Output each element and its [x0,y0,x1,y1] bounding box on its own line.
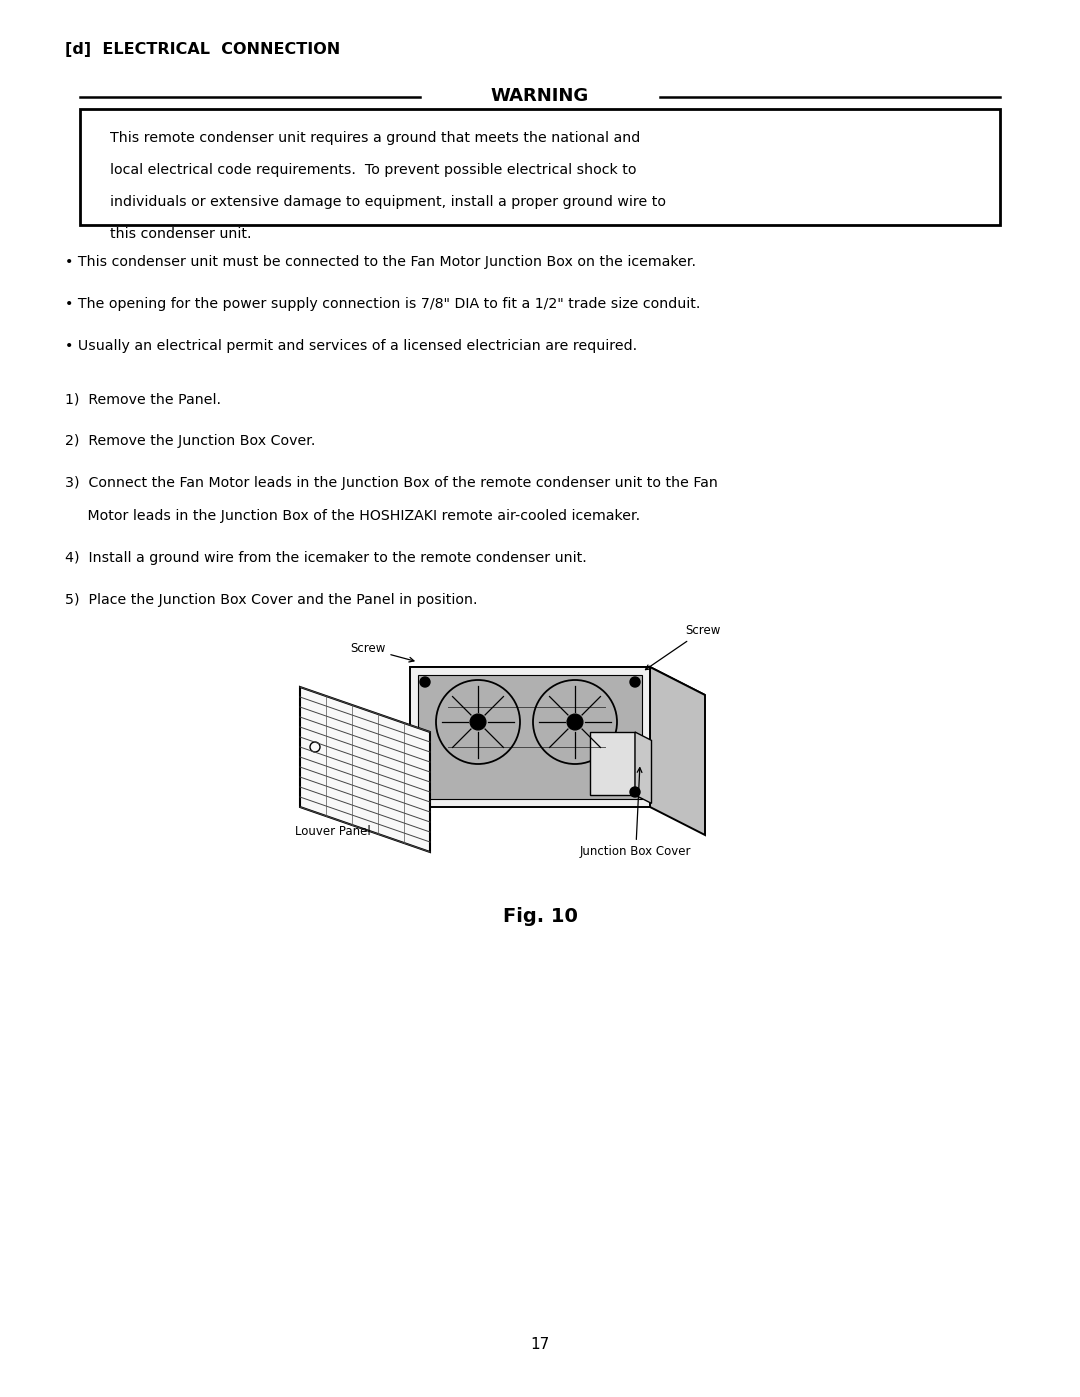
Text: 5)  Place the Junction Box Cover and the Panel in position.: 5) Place the Junction Box Cover and the … [65,592,477,608]
Text: • This condenser unit must be connected to the Fan Motor Junction Box on the ice: • This condenser unit must be connected … [65,256,696,270]
Circle shape [420,787,430,798]
Circle shape [630,787,640,798]
Polygon shape [635,732,651,803]
Bar [590,732,635,795]
Text: Motor leads in the Junction Box of the HOSHIZAKI remote air-cooled icemaker.: Motor leads in the Junction Box of the H… [65,509,640,522]
Circle shape [567,714,583,731]
Circle shape [630,678,640,687]
Text: Louver Panel: Louver Panel [295,826,370,838]
Text: 4)  Install a ground wire from the icemaker to the remote condenser unit.: 4) Install a ground wire from the icemak… [65,550,586,564]
Text: Screw: Screw [350,643,414,662]
Text: individuals or extensive damage to equipment, install a proper ground wire to: individuals or extensive damage to equip… [110,196,666,210]
Text: This remote condenser unit requires a ground that meets the national and: This remote condenser unit requires a gr… [110,131,640,145]
Text: • The opening for the power supply connection is 7/8" DIA to fit a 1/2" trade si: • The opening for the power supply conne… [65,298,700,312]
Text: • Usually an electrical permit and services of a licensed electrician are requir: • Usually an electrical permit and servi… [65,339,637,353]
Circle shape [420,678,430,687]
Text: this condenser unit.: this condenser unit. [110,226,252,242]
Bar [418,675,642,799]
Text: 1)  Remove the Panel.: 1) Remove the Panel. [65,393,221,407]
Text: [d]  ELECTRICAL  CONNECTION: [d] ELECTRICAL CONNECTION [65,42,340,57]
Polygon shape [410,666,650,807]
Text: local electrical code requirements.  To prevent possible electrical shock to: local electrical code requirements. To p… [110,163,636,177]
Text: Junction Box Cover: Junction Box Cover [580,768,691,858]
Text: 2)  Remove the Junction Box Cover.: 2) Remove the Junction Box Cover. [65,434,315,448]
Text: 3)  Connect the Fan Motor leads in the Junction Box of the remote condenser unit: 3) Connect the Fan Motor leads in the Ju… [65,476,718,490]
Polygon shape [300,687,430,852]
Polygon shape [650,666,705,835]
Text: 17: 17 [530,1337,550,1352]
Circle shape [470,714,486,731]
Bar [80,109,1000,225]
Text: Screw: Screw [646,624,720,669]
Text: Fig. 10: Fig. 10 [502,907,578,926]
Text: WARNING: WARNING [491,87,589,105]
Polygon shape [410,666,705,694]
